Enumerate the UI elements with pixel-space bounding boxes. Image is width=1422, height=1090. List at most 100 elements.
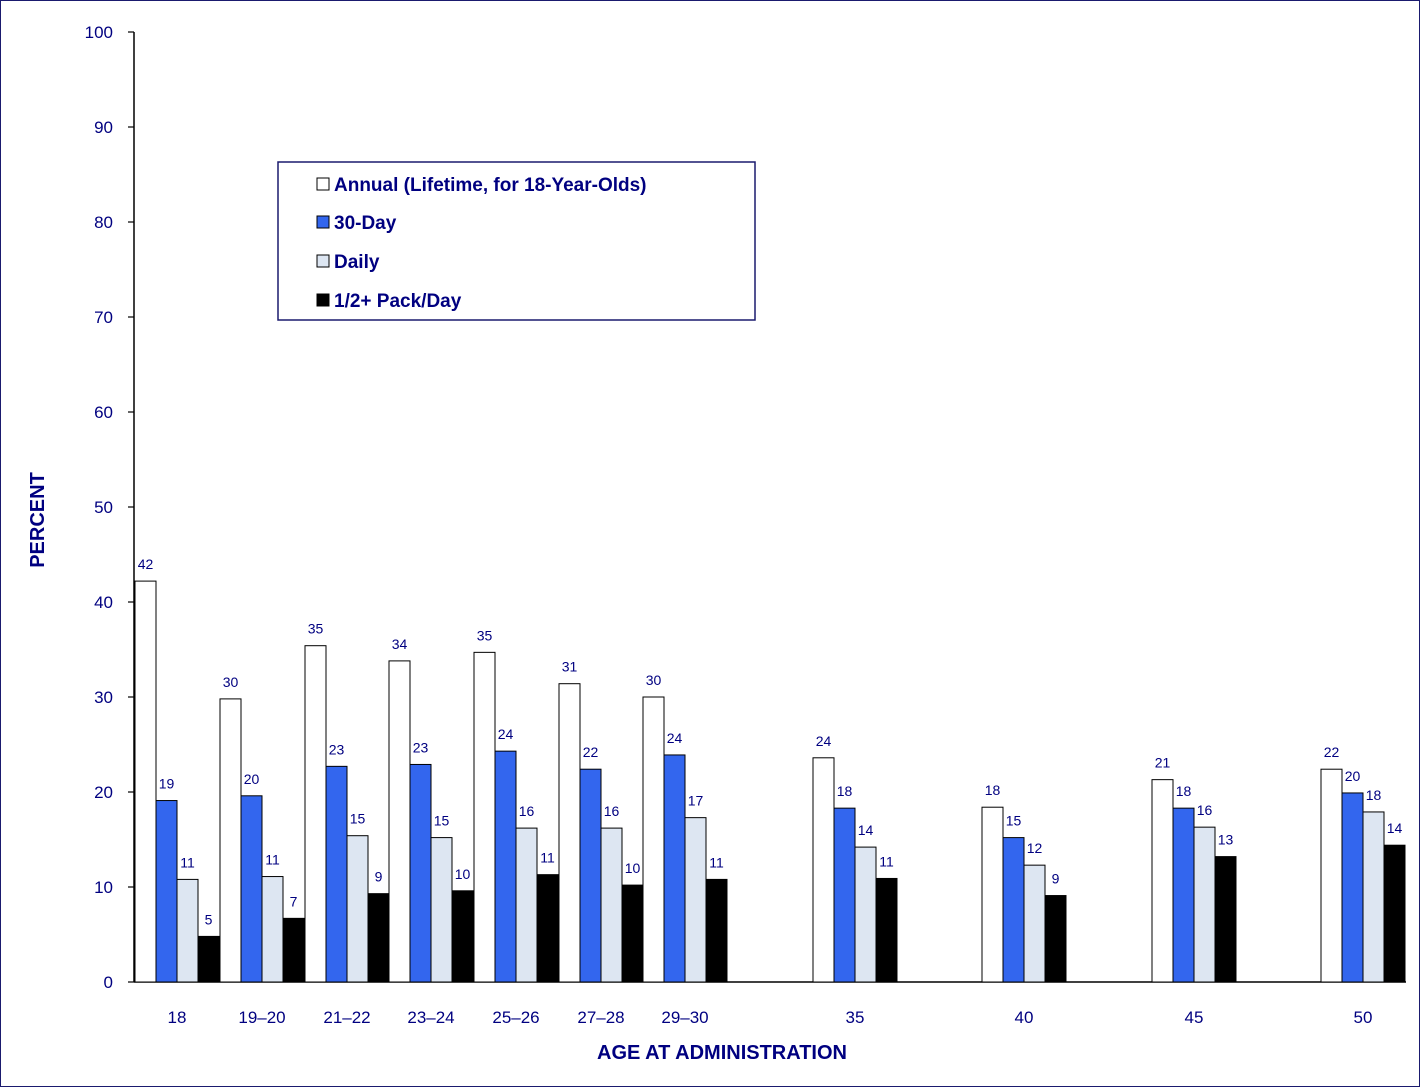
bar-1-4 (388, 660, 411, 983)
y-tick-label: 50 (94, 498, 113, 517)
legend-swatch (316, 215, 330, 229)
x-tick-label: 21–22 (323, 1008, 370, 1027)
bar-4-6 (621, 884, 644, 983)
y-tick-label: 40 (94, 593, 113, 612)
x-tick-label: 45 (1185, 1008, 1204, 1027)
legend-label: 30-Day (334, 213, 397, 234)
bar-3-4 (430, 837, 453, 983)
data-label: 13 (1218, 832, 1234, 848)
data-label: 18 (985, 782, 1001, 798)
data-label: 18 (1176, 783, 1192, 799)
data-label: 11 (180, 854, 195, 870)
data-label: 23 (329, 741, 345, 757)
data-label: 31 (562, 659, 578, 675)
data-label: 16 (1197, 802, 1213, 818)
data-label: 9 (375, 869, 383, 885)
y-tick-label: 90 (94, 118, 113, 137)
y-tick-label: 70 (94, 308, 113, 327)
bar-1-2 (219, 698, 242, 983)
x-tick-label: 27–28 (577, 1008, 624, 1027)
bar-2-6 (579, 768, 602, 983)
data-label: 17 (688, 793, 704, 809)
data-label: 20 (244, 771, 260, 787)
x-axis-title: AGE AT ADMINISTRATION (597, 1042, 847, 1064)
bar-4-3 (367, 893, 390, 983)
y-tick-label: 60 (94, 403, 113, 422)
bar-4-7 (705, 878, 728, 983)
bar-3-3 (346, 835, 369, 983)
bar-1-6 (558, 683, 581, 983)
data-label: 24 (498, 726, 514, 742)
data-label: 30 (223, 674, 239, 690)
bar-2-9 (1002, 837, 1025, 983)
data-label: 23 (413, 739, 429, 755)
data-label: 5 (205, 911, 213, 927)
bar-1-7 (642, 696, 665, 983)
data-label: 11 (265, 852, 280, 868)
bar-1-1 (134, 580, 157, 983)
data-label: 22 (1324, 744, 1340, 760)
bar-4-10 (1214, 856, 1237, 983)
y-axis-ticks: 0 10 20 30 40 50 60 70 80 90 100 (85, 23, 134, 992)
bar-1-3 (304, 645, 327, 983)
data-label: 7 (290, 893, 298, 909)
data-label: 14 (1387, 820, 1403, 836)
y-tick-label: 100 (85, 23, 113, 42)
bar-3-6 (600, 827, 623, 983)
y-tick-label: 80 (94, 213, 113, 232)
data-label: 20 (1345, 768, 1361, 784)
bar-3-5 (515, 827, 538, 983)
legend-swatch (316, 254, 330, 268)
bar-2-8 (833, 807, 856, 983)
bar-2-5 (494, 750, 517, 983)
data-label: 30 (646, 672, 662, 688)
data-label: 11 (540, 850, 555, 866)
data-label: 10 (455, 866, 471, 882)
bar-4-1 (197, 935, 220, 983)
bar-3-9 (1023, 864, 1046, 983)
x-tick-label: 50 (1354, 1008, 1373, 1027)
data-label: 22 (583, 744, 599, 760)
legend-label: 1/2+ Pack/Day (334, 291, 462, 312)
x-tick-label: 19–20 (238, 1008, 285, 1027)
data-label: 12 (1027, 840, 1043, 856)
bar-1-11 (1320, 768, 1343, 983)
data-label: 18 (837, 783, 853, 799)
data-label: 16 (519, 803, 535, 819)
x-tick-label: 23–24 (407, 1008, 454, 1027)
x-tick-label: 25–26 (492, 1008, 539, 1027)
data-label: 15 (434, 813, 450, 829)
y-axis-title: PERCENT (27, 472, 49, 568)
bar-2-3 (325, 765, 348, 983)
bar-3-1 (176, 878, 199, 983)
bar-3-7 (684, 817, 707, 983)
bar-2-10 (1172, 807, 1195, 983)
bar-4-4 (451, 890, 474, 983)
bar-3-11 (1362, 811, 1385, 983)
bar-3-10 (1193, 826, 1216, 983)
x-tick-label: 35 (846, 1008, 865, 1027)
data-label: 21 (1155, 755, 1171, 771)
data-label: 11 (709, 854, 724, 870)
bar-4-9 (1044, 895, 1067, 983)
legend-swatch (316, 177, 330, 191)
data-label: 14 (858, 822, 874, 838)
x-tick-label: 40 (1015, 1008, 1034, 1027)
x-tick-label: 29–30 (661, 1008, 708, 1027)
x-tick-label: 18 (168, 1008, 187, 1027)
data-label: 35 (308, 621, 324, 637)
data-label: 11 (879, 853, 894, 869)
bar-2-2 (240, 795, 263, 983)
data-label: 42 (138, 556, 154, 572)
y-tick-label: 0 (104, 973, 113, 992)
data-label: 24 (816, 733, 832, 749)
bar-4-8 (875, 877, 898, 983)
data-label: 16 (604, 803, 620, 819)
data-label: 24 (667, 730, 683, 746)
y-tick-label: 30 (94, 688, 113, 707)
data-label: 35 (477, 627, 493, 643)
y-tick-label: 10 (94, 878, 113, 897)
data-label: 34 (392, 636, 408, 652)
